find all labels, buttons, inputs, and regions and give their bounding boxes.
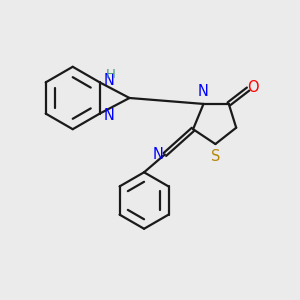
Text: S: S (211, 149, 220, 164)
Text: H: H (106, 68, 116, 82)
Text: N: N (103, 74, 114, 88)
Text: N: N (153, 147, 164, 162)
Text: N: N (198, 84, 209, 99)
Text: O: O (248, 80, 259, 95)
Text: N: N (103, 109, 114, 124)
